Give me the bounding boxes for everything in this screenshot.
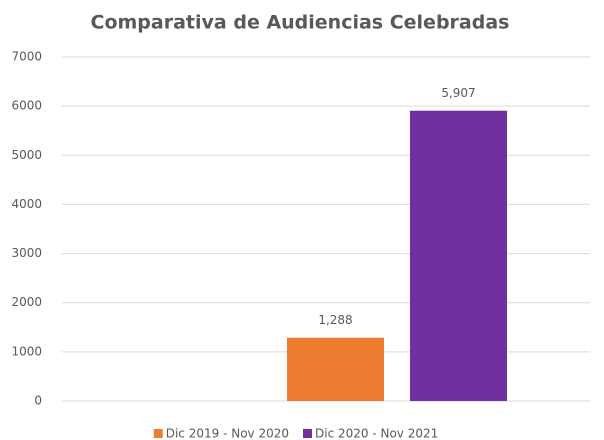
y-tick-label: 4000	[11, 197, 42, 211]
y-tick-label: 1000	[11, 344, 42, 358]
y-tick-label: 7000	[11, 50, 42, 64]
legend-label: Dic 2019 - Nov 2020	[166, 427, 289, 440]
y-tick-label: 2000	[11, 295, 42, 309]
chart-title: Comparativa de Audiencias Celebradas	[91, 12, 510, 34]
legend-swatch	[153, 429, 163, 438]
y-tick-label: 6000	[11, 99, 42, 113]
bar	[410, 110, 507, 402]
y-tick-label: 5000	[11, 148, 42, 162]
y-tick-label: 3000	[11, 246, 42, 260]
bar	[287, 337, 384, 401]
legend: Dic 2019 - Nov 2020 Dic 2020 - Nov 2021	[153, 427, 438, 440]
legend-label: Dic 2020 - Nov 2021	[315, 427, 438, 440]
data-label: 1,288	[318, 313, 352, 327]
data-label: 5,907	[441, 86, 475, 100]
legend-swatch	[303, 429, 312, 438]
y-tick-label: 0	[34, 394, 42, 408]
